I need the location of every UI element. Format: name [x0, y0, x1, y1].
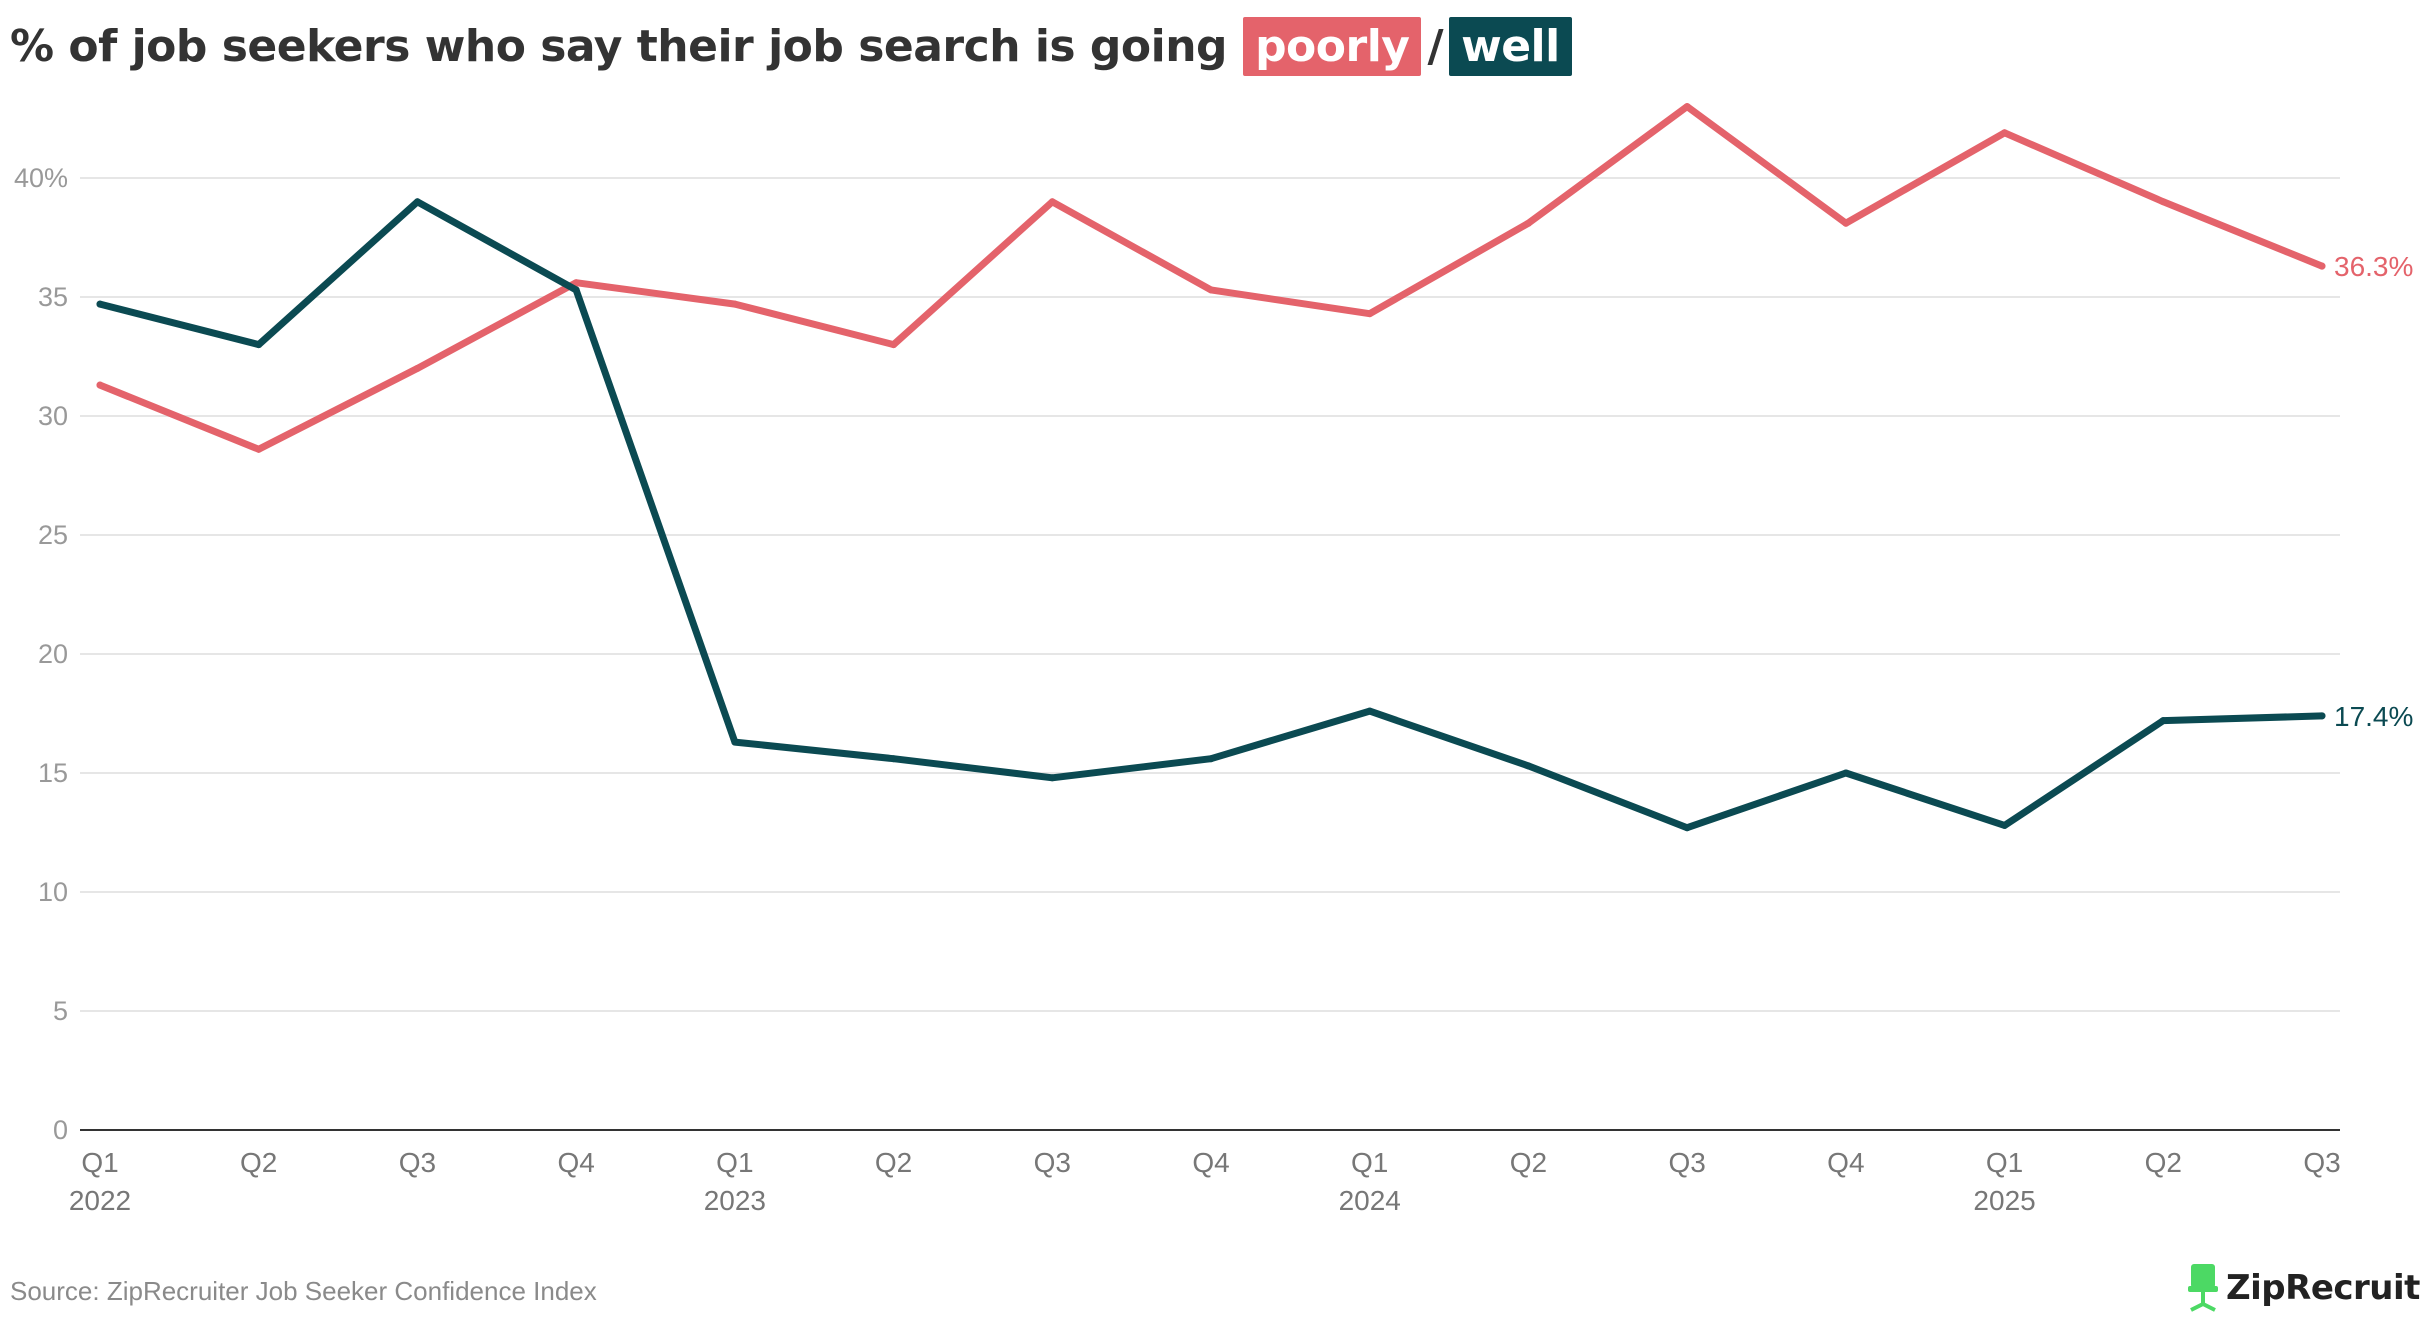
- y-tick-label-10: 10: [38, 877, 68, 907]
- data-point-well-2: [413, 198, 421, 206]
- data-point-well-13: [2159, 717, 2167, 725]
- x-tick-label-5: Q2: [875, 1147, 912, 1178]
- x-tick-label-13: Q2: [2145, 1147, 2182, 1178]
- data-point-poorly-3: [572, 279, 580, 287]
- y-tick-label-20: 20: [38, 639, 68, 669]
- end-label-poorly: 36.3%: [2334, 251, 2413, 282]
- data-point-well-8: [1366, 707, 1374, 715]
- source-note: Source: ZipRecruiter Job Seeker Confiden…: [10, 1276, 597, 1306]
- data-point-poorly-5: [890, 341, 898, 349]
- y-tick-label-30: 30: [38, 401, 68, 431]
- x-year-label-2024: 2024: [1339, 1185, 1401, 1216]
- x-tick-label-10: Q3: [1668, 1147, 1705, 1178]
- x-tick-label-0: Q1: [81, 1147, 118, 1178]
- x-tick-label-6: Q3: [1034, 1147, 1071, 1178]
- data-point-well-1: [255, 341, 263, 349]
- data-point-poorly-2: [413, 364, 421, 372]
- x-year-label-2022: 2022: [69, 1185, 131, 1216]
- x-year-label-2023: 2023: [704, 1185, 766, 1216]
- title-separator: /: [1427, 20, 1444, 72]
- y-tick-label-25: 25: [38, 520, 68, 550]
- data-point-poorly-1: [255, 445, 263, 453]
- data-point-well-10: [1683, 824, 1691, 832]
- end-label-well: 17.4%: [2334, 701, 2413, 732]
- data-point-poorly-9: [1524, 219, 1532, 227]
- y-tick-label-15: 15: [38, 758, 68, 788]
- data-point-poorly-6: [1048, 198, 1056, 206]
- data-point-poorly-13: [2159, 198, 2167, 206]
- data-point-poorly-10: [1683, 103, 1691, 111]
- x-tick-label-7: Q4: [1192, 1147, 1229, 1178]
- y-tick-label-0: 0: [53, 1115, 68, 1145]
- data-point-poorly-14: [2318, 262, 2326, 270]
- data-point-well-5: [890, 755, 898, 763]
- data-point-well-0: [96, 300, 104, 308]
- data-point-well-6: [1048, 774, 1056, 782]
- title-poorly-highlight: poorly: [1243, 16, 1422, 76]
- data-point-well-11: [1842, 769, 1850, 777]
- title-prefix: % of job seekers who say their job searc…: [10, 20, 1228, 72]
- ziprecruiter-logo: ZipRecruiter®: [2186, 1262, 2420, 1314]
- y-tick-label-40: 40%: [14, 163, 68, 193]
- x-tick-label-2: Q3: [399, 1147, 436, 1178]
- x-tick-label-1: Q2: [240, 1147, 277, 1178]
- data-point-well-12: [2001, 821, 2009, 829]
- y-tick-label-35: 35: [38, 282, 68, 312]
- data-point-poorly-12: [2001, 129, 2009, 137]
- data-point-well-14: [2318, 712, 2326, 720]
- x-tick-label-3: Q4: [557, 1147, 594, 1178]
- x-tick-label-8: Q1: [1351, 1147, 1388, 1178]
- data-point-well-3: [572, 286, 580, 294]
- title-well-highlight: well: [1449, 16, 1572, 76]
- x-tick-label-14: Q3: [2303, 1147, 2340, 1178]
- data-point-poorly-11: [1842, 219, 1850, 227]
- x-tick-label-11: Q4: [1827, 1147, 1864, 1178]
- x-tick-label-9: Q2: [1510, 1147, 1547, 1178]
- y-tick-label-5: 5: [53, 996, 68, 1026]
- data-point-well-4: [731, 738, 739, 746]
- data-point-poorly-8: [1366, 310, 1374, 318]
- logo-text: ZipRecruiter®: [2226, 1268, 2420, 1308]
- chart-title: % of job seekers who say their job searc…: [10, 8, 1574, 84]
- x-tick-label-12: Q1: [1986, 1147, 2023, 1178]
- chair-icon: [2188, 1264, 2218, 1312]
- series-line-well: [96, 198, 2326, 832]
- x-tick-label-4: Q1: [716, 1147, 753, 1178]
- data-point-poorly-4: [731, 300, 739, 308]
- data-point-well-9: [1524, 762, 1532, 770]
- series-line-poorly: [96, 103, 2326, 453]
- x-year-label-2025: 2025: [1973, 1185, 2035, 1216]
- data-point-poorly-7: [1207, 286, 1215, 294]
- data-point-well-7: [1207, 755, 1215, 763]
- data-point-poorly-0: [96, 381, 104, 389]
